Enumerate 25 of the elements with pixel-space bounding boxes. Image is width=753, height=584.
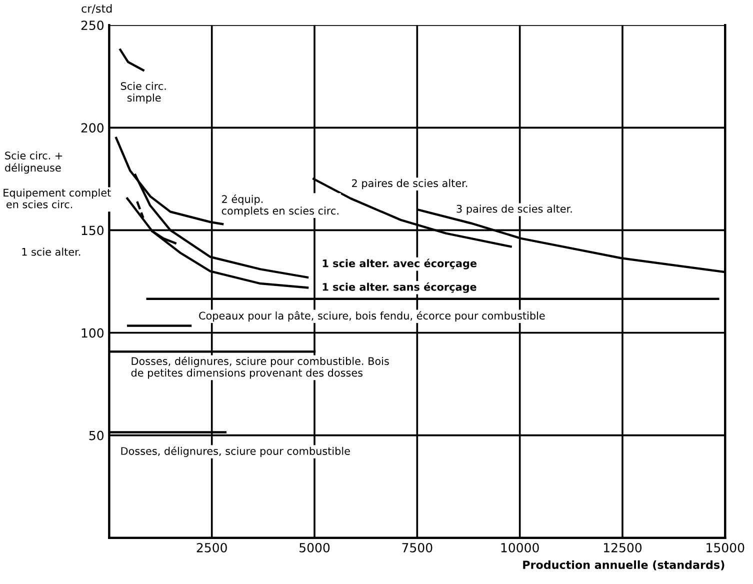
annotation: Scie circ. simple (120, 82, 166, 104)
annotation: 2 équip. complets en scies circ. (222, 194, 338, 217)
annotation: Copeaux pour la pâte, sciure, bois fendu, écorce pour combustible (199, 311, 545, 322)
y-axis-title: cr/std (82, 4, 112, 14)
y-tick-label: 250 (81, 20, 104, 30)
x-tick-label: 2500 (196, 542, 227, 552)
annotation: 1 scie alter. sans écorçage (322, 282, 476, 293)
annotation: Dosses, délignures, sciure pour combustible. Bois de petites dimensions provenant des dosses (131, 356, 389, 379)
text: 1 scie alter. (22, 248, 80, 256)
x-tick-label: 7500 (402, 542, 432, 552)
annotation: 2 paires de scies alter. (352, 179, 468, 190)
x-tick-label: 10000 (501, 542, 539, 552)
annotation: Equipement complet en scies circ. (4, 188, 111, 208)
y-tick-label: 150 (82, 226, 104, 236)
annotation: 3 paires de scies alter. (456, 204, 572, 215)
annotation: Dosses, délignures, sciure pour combustible (121, 446, 350, 457)
text: Scie circ. + déligneuse (5, 151, 62, 174)
annotation: 1 scie alter. avec écorçage (322, 258, 477, 270)
y-tick-label: 50 (89, 430, 104, 440)
y-tick-label: 100 (82, 328, 104, 338)
x-axis-title: Production annuelle (standards) (523, 560, 724, 570)
x-tick-label: 15000 (706, 542, 744, 552)
x-tick-label: 5000 (300, 542, 330, 552)
x-tick-label: 12500 (604, 542, 642, 552)
y-tick-label: 200 (81, 123, 104, 133)
